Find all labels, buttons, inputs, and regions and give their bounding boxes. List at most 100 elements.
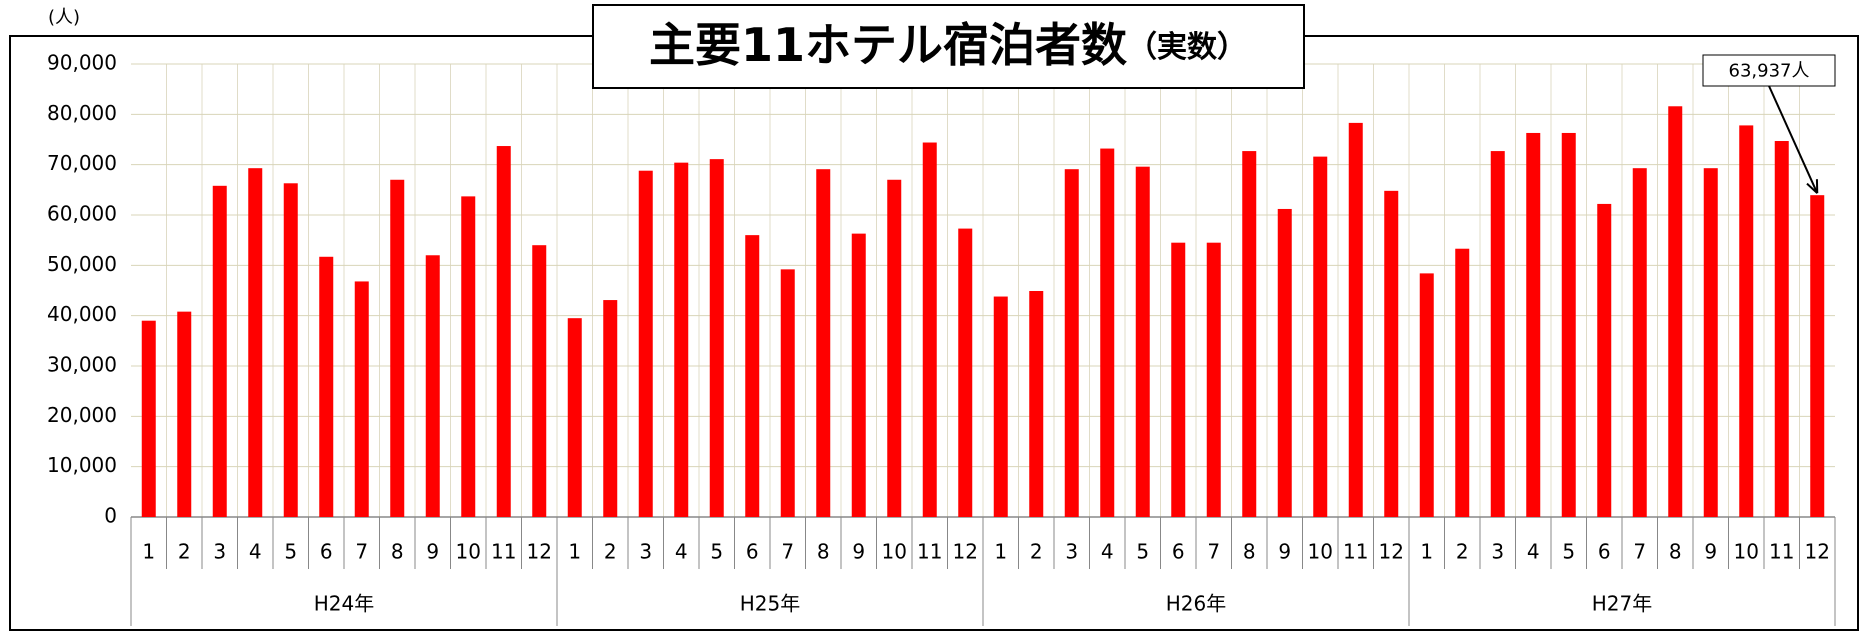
x-tick-label: 10 [1308, 540, 1333, 564]
x-tick-label: 12 [1805, 540, 1830, 564]
bar [745, 235, 760, 517]
x-tick-label: 10 [1734, 540, 1759, 564]
x-tick-label: 5 [710, 540, 723, 564]
bar [1100, 148, 1115, 517]
x-tick-label: 9 [426, 540, 439, 564]
bar [496, 146, 511, 517]
annotation-box [1702, 54, 1836, 87]
x-tick-label: 5 [284, 540, 297, 564]
bar [532, 245, 547, 517]
bar [1064, 169, 1079, 518]
bar [1703, 168, 1718, 517]
annotation-arrowhead [1806, 179, 1819, 194]
bar [780, 269, 795, 517]
bar [674, 162, 689, 518]
y-tick-label: 40,000 [47, 302, 117, 326]
bar [1490, 151, 1505, 517]
x-tick-label: 4 [1101, 540, 1114, 564]
x-tick-label: 7 [1633, 540, 1646, 564]
x-tick-label: 8 [817, 540, 830, 564]
x-tick-label: 8 [1669, 540, 1682, 564]
x-tick-label: 1 [568, 540, 581, 564]
chart-title: 主要11ホテル宿泊者数（実数） [649, 18, 1247, 72]
bar [1774, 141, 1789, 517]
x-tick-label: 12 [953, 540, 978, 564]
bar [425, 255, 440, 517]
bar [1171, 242, 1186, 517]
x-tick-label: 9 [1278, 540, 1291, 564]
bar [851, 233, 866, 517]
bar [1242, 151, 1257, 517]
x-tick-label: 9 [1704, 540, 1717, 564]
y-tick-label: 90,000 [47, 51, 117, 75]
bar [212, 185, 227, 517]
group-label: H24年 [314, 592, 375, 616]
title: 主要11ホテル宿泊者数 [649, 18, 1127, 72]
bar [1029, 291, 1044, 517]
bar [816, 169, 831, 518]
y-tick-label: 20,000 [47, 403, 117, 427]
x-tick-label: 1 [142, 540, 155, 564]
bar [1810, 195, 1825, 517]
x-tick-label: 11 [1343, 540, 1368, 564]
bar [1277, 208, 1292, 517]
x-tick-label: 7 [1207, 540, 1220, 564]
x-tick-label: 3 [1491, 540, 1504, 564]
bar [1419, 273, 1434, 517]
bar [1348, 122, 1363, 517]
bar [993, 296, 1008, 517]
x-tick-label: 12 [1379, 540, 1404, 564]
x-tick-label: 11 [917, 540, 942, 564]
bar [1313, 156, 1328, 517]
y-tick-label: 50,000 [47, 252, 117, 276]
group-label: H27年 [1592, 592, 1653, 616]
bar [922, 142, 937, 517]
x-tick-label: 2 [1456, 540, 1469, 564]
x-tick-label: 6 [1598, 540, 1611, 564]
bar [958, 228, 973, 517]
y-tick-label: 70,000 [47, 151, 117, 175]
bar [567, 318, 582, 517]
x-tick-label: 2 [178, 540, 191, 564]
x-tick-label: 6 [320, 540, 333, 564]
bar [1668, 106, 1683, 517]
x-tick-label: 11 [1769, 540, 1794, 564]
y-tick-label: 0 [104, 504, 117, 528]
bar [177, 311, 192, 517]
x-tick-label: 11 [491, 540, 516, 564]
x-tick-label: 5 [1562, 540, 1575, 564]
x-tick-label: 3 [639, 540, 652, 564]
x-tick-label: 6 [746, 540, 759, 564]
bar [1384, 190, 1399, 517]
y-tick-label: 30,000 [47, 353, 117, 377]
bar [1632, 168, 1647, 517]
x-tick-label: 7 [355, 540, 368, 564]
x-tick-label: 4 [675, 540, 688, 564]
bar [1526, 132, 1541, 517]
subtitle: （実数） [1127, 30, 1247, 65]
bar [354, 281, 369, 517]
x-tick-label: 2 [1030, 540, 1043, 564]
x-tick-label: 2 [604, 540, 617, 564]
y-axis-label: (人) [48, 7, 80, 28]
x-tick-label: 8 [391, 540, 404, 564]
bar [390, 179, 405, 517]
x-tick-label: 12 [527, 540, 552, 564]
x-tick-label: 5 [1136, 540, 1149, 564]
y-tick-label: 80,000 [47, 101, 117, 125]
plot-area: 0 10,000 20,000 30,000 40,000 50,000 60,000 70,… [47, 51, 1836, 626]
bar [248, 168, 263, 517]
x-tick-label: 3 [1065, 540, 1078, 564]
bar [283, 183, 298, 518]
x-tick-label: 7 [781, 540, 794, 564]
x-tick-label: 1 [994, 540, 1007, 564]
x-tick-label: 9 [852, 540, 865, 564]
bar [319, 256, 334, 517]
x-tick-label: 3 [213, 540, 226, 564]
x-tick-label: 10 [882, 540, 907, 564]
group-label: H25年 [740, 592, 801, 616]
annotation-text: 63,937人 [1729, 61, 1810, 82]
annotation-arrow [1768, 85, 1819, 194]
title-box [592, 4, 1305, 89]
